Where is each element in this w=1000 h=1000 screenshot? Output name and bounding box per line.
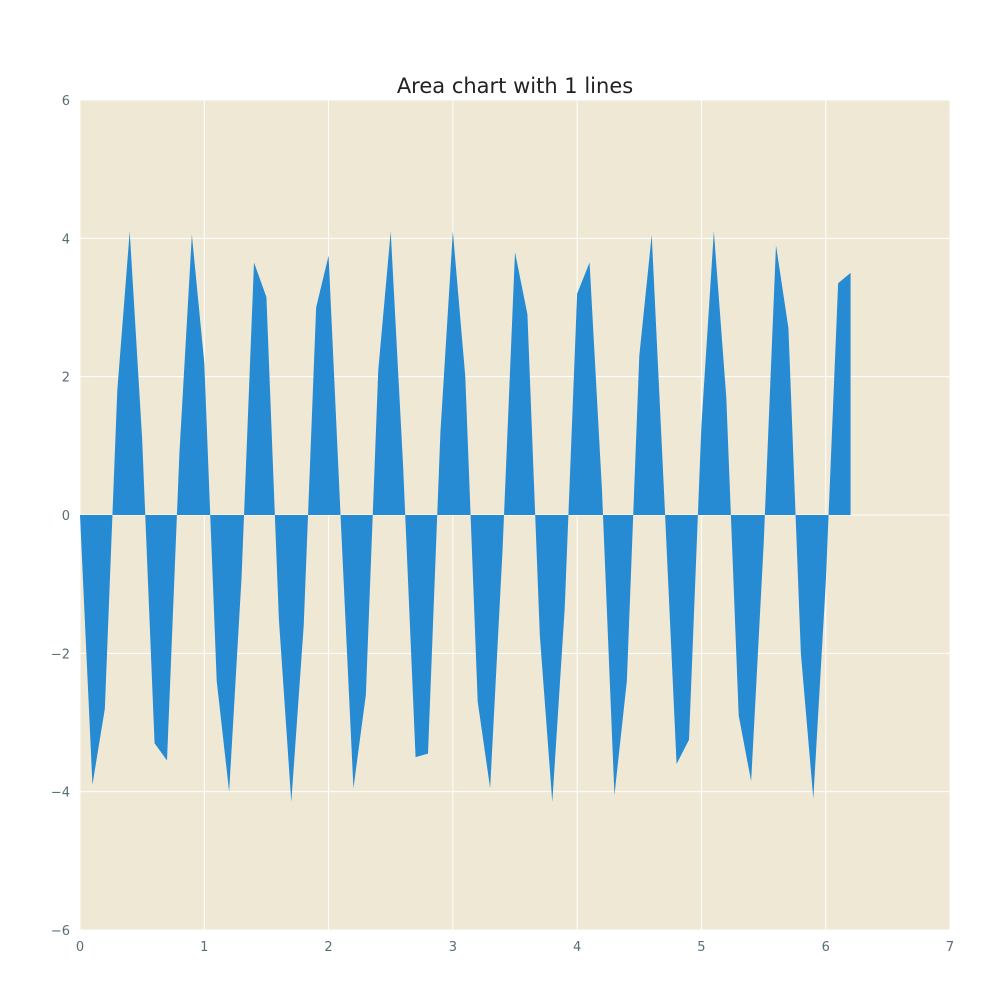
y-tick-label: 4 xyxy=(62,232,70,247)
x-axis-ticks: 0 1 2 3 4 5 6 7 xyxy=(76,940,954,955)
y-tick-label: 6 xyxy=(62,94,70,109)
x-tick-label: 4 xyxy=(573,940,581,955)
y-axis-ticks: −6 −4 −2 0 2 4 6 xyxy=(51,94,70,939)
x-tick-label: 1 xyxy=(200,940,208,955)
series-area-group xyxy=(80,231,851,803)
y-tick-label: 0 xyxy=(62,509,70,524)
x-tick-label: 3 xyxy=(449,940,457,955)
x-tick-label: 7 xyxy=(946,940,954,955)
y-tick-label: −4 xyxy=(51,786,70,801)
y-tick-label: 2 xyxy=(62,371,70,386)
x-tick-label: 6 xyxy=(822,940,830,955)
series-area-0 xyxy=(80,231,851,803)
x-tick-label: 0 xyxy=(76,940,84,955)
x-tick-label: 2 xyxy=(324,940,332,955)
y-tick-label: −2 xyxy=(51,647,70,662)
chart-title: Area chart with 1 lines xyxy=(397,74,633,98)
y-tick-label: −6 xyxy=(51,924,70,939)
x-tick-label: 5 xyxy=(697,940,705,955)
